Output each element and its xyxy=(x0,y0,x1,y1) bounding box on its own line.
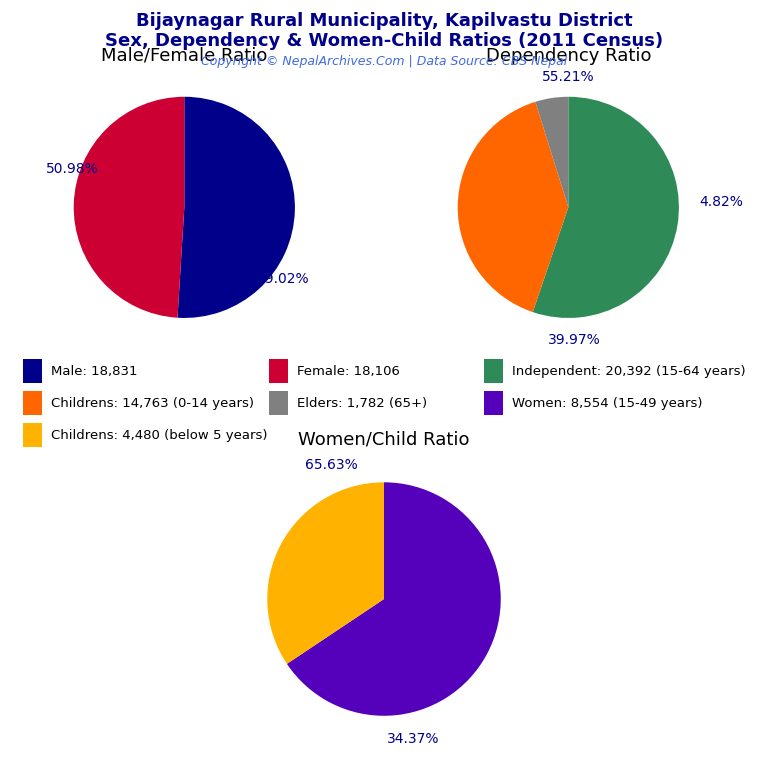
Wedge shape xyxy=(177,97,295,318)
Wedge shape xyxy=(267,482,384,664)
Bar xyxy=(269,391,288,415)
Wedge shape xyxy=(535,97,568,207)
Text: Childrens: 4,480 (below 5 years): Childrens: 4,480 (below 5 years) xyxy=(51,429,268,442)
Text: Sex, Dependency & Women-Child Ratios (2011 Census): Sex, Dependency & Women-Child Ratios (20… xyxy=(105,32,663,50)
Title: Male/Female Ratio: Male/Female Ratio xyxy=(101,47,267,65)
Bar xyxy=(23,423,42,447)
Wedge shape xyxy=(287,482,501,716)
Text: Copyright © NepalArchives.Com | Data Source: CBS Nepal: Copyright © NepalArchives.Com | Data Sou… xyxy=(201,55,567,68)
Bar xyxy=(484,359,503,383)
Title: Women/Child Ratio: Women/Child Ratio xyxy=(298,431,470,449)
Text: Male: 18,831: Male: 18,831 xyxy=(51,365,138,378)
Text: Independent: 20,392 (15-64 years): Independent: 20,392 (15-64 years) xyxy=(512,365,746,378)
Text: Female: 18,106: Female: 18,106 xyxy=(297,365,400,378)
Bar xyxy=(23,359,42,383)
Text: 65.63%: 65.63% xyxy=(305,458,358,472)
Text: 34.37%: 34.37% xyxy=(387,732,439,746)
Text: 50.98%: 50.98% xyxy=(46,161,99,176)
Bar xyxy=(484,391,503,415)
Bar xyxy=(23,391,42,415)
Wedge shape xyxy=(458,102,568,312)
Text: 49.02%: 49.02% xyxy=(257,272,309,286)
Bar xyxy=(269,359,288,383)
Text: 39.97%: 39.97% xyxy=(548,333,601,347)
Title: Dependency Ratio: Dependency Ratio xyxy=(485,47,651,65)
Wedge shape xyxy=(74,97,184,318)
Text: 55.21%: 55.21% xyxy=(542,70,594,84)
Text: Women: 8,554 (15-49 years): Women: 8,554 (15-49 years) xyxy=(512,397,703,409)
Text: Bijaynagar Rural Municipality, Kapilvastu District: Bijaynagar Rural Municipality, Kapilvast… xyxy=(136,12,632,29)
Wedge shape xyxy=(533,97,679,318)
Text: Elders: 1,782 (65+): Elders: 1,782 (65+) xyxy=(297,397,427,409)
Text: 4.82%: 4.82% xyxy=(699,195,743,209)
Text: Childrens: 14,763 (0-14 years): Childrens: 14,763 (0-14 years) xyxy=(51,397,254,409)
